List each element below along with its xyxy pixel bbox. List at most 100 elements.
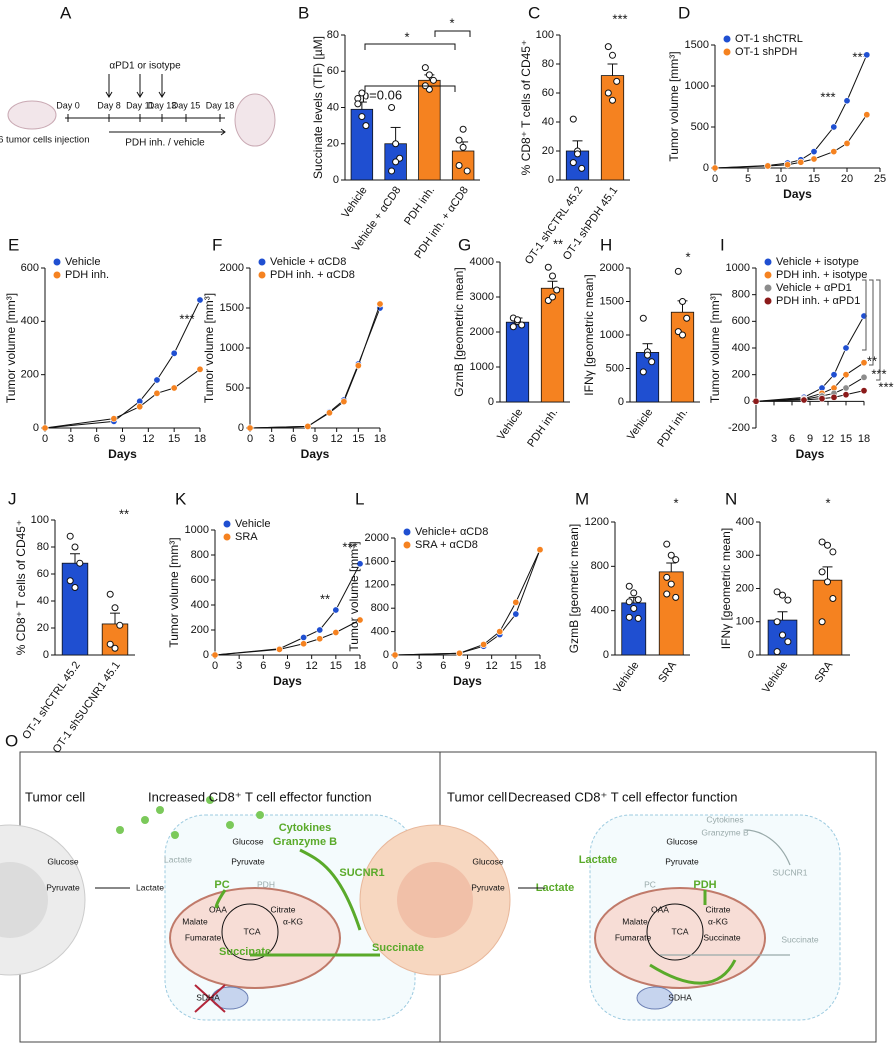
data-point <box>455 649 463 657</box>
data-point <box>170 349 178 357</box>
day-label: Day 8 <box>97 100 121 110</box>
y-tick-label: 40 <box>37 595 49 607</box>
model-label: TCA <box>244 926 261 936</box>
data-point <box>830 393 838 401</box>
mitochondrion <box>594 887 766 989</box>
y-tick-label: 600 <box>191 574 209 586</box>
legend-marker <box>258 258 266 266</box>
x-tick-label: 15 <box>840 433 852 445</box>
data-point <box>518 321 526 329</box>
model-label: SUCNR1 <box>773 867 808 877</box>
model-label: Glucose <box>472 856 503 866</box>
significance-bracket <box>434 30 471 37</box>
data-point <box>574 150 581 158</box>
x-tick-label: PDH inh. <box>402 185 437 228</box>
y-tick-label: 1000 <box>600 329 624 341</box>
model-label: OAA <box>209 904 227 914</box>
model-label: Succinate <box>372 942 424 954</box>
series-line <box>755 362 865 402</box>
model-label: Pyruvate <box>665 856 699 866</box>
panel-label: B <box>298 3 309 22</box>
annotation: *** <box>612 11 627 26</box>
data-point <box>625 598 633 606</box>
y-axis-label: IFNγ [geometric mean] <box>719 528 733 649</box>
arrow <box>105 74 113 98</box>
y-tick-label: 1500 <box>600 295 624 307</box>
data-point <box>153 389 161 397</box>
mouse <box>7 100 57 130</box>
data-point <box>625 582 633 590</box>
data-point <box>106 640 114 648</box>
model-label: α-KG <box>708 916 728 926</box>
y-tick-label: 60 <box>327 65 339 77</box>
day-label: Day 11 <box>126 100 154 110</box>
y-tick-label: 1200 <box>585 516 609 528</box>
cytokine-dot <box>206 796 214 804</box>
model-label: Granzyme B <box>701 827 749 837</box>
y-axis-label: Tumor volume [mm³] <box>4 293 18 403</box>
x-tick-label: 0 <box>392 660 398 672</box>
bar <box>451 150 475 181</box>
data-point <box>354 362 362 370</box>
y-axis-label: GzmB [geometric mean] <box>567 524 581 653</box>
legend-marker <box>764 258 772 266</box>
data-point <box>578 164 586 172</box>
annotation: ** <box>867 353 877 368</box>
legend-label: OT-1 shCTRL <box>735 33 803 45</box>
data-point <box>625 613 633 621</box>
data-point <box>136 403 144 411</box>
panel-label: F <box>212 235 222 254</box>
data-point <box>421 64 429 72</box>
model-label: Cytokines <box>279 822 332 834</box>
legend-label: Vehicle + isotype <box>776 256 859 268</box>
annotation: p=0.06 <box>362 87 402 102</box>
legend-marker <box>53 271 61 279</box>
y-tick-label: 20 <box>37 622 49 634</box>
data-point <box>354 100 362 108</box>
model-label: Fumarate <box>185 932 222 942</box>
y-tick-label: 200 <box>21 369 39 381</box>
day-label: Day 18 <box>206 100 235 110</box>
x-axis-label: Days <box>796 447 825 461</box>
x-tick-label: 3 <box>236 660 242 672</box>
day-label: Day 13 <box>148 100 177 110</box>
panel-label: D <box>678 3 690 22</box>
x-tick-label: 18 <box>534 660 546 672</box>
x-tick-label: SRA <box>656 659 679 685</box>
flux-arrow <box>299 848 362 931</box>
drug-label: PDH inh. / vehicle <box>125 138 205 149</box>
data-point <box>391 651 399 659</box>
data-point <box>711 164 719 172</box>
annotation: ** <box>119 506 129 521</box>
panel-label: G <box>458 235 471 254</box>
x-tick-label: 0 <box>247 433 253 445</box>
data-point <box>66 577 74 585</box>
data-point <box>674 267 682 275</box>
data-point <box>153 376 161 384</box>
data-point <box>455 162 463 169</box>
y-axis-label: Tumor volume [mm³] <box>167 537 181 647</box>
data-point <box>644 351 651 359</box>
model-label: SUCNR1 <box>339 867 384 879</box>
x-tick-label: 0 <box>42 433 48 445</box>
model-label: Malate <box>182 916 208 926</box>
y-tick-label: 4000 <box>470 256 494 268</box>
bar <box>61 562 89 656</box>
data-point <box>752 397 760 405</box>
data-point <box>71 543 79 551</box>
legend-marker <box>764 297 772 305</box>
y-tick-label: -200 <box>728 422 750 434</box>
series-line <box>249 303 381 429</box>
legend-marker <box>723 48 731 56</box>
y-tick-label: 400 <box>732 342 750 354</box>
data-point <box>830 123 838 131</box>
data-point <box>356 616 364 624</box>
y-tick-label: 800 <box>371 602 389 614</box>
y-tick-label: 2000 <box>365 532 389 544</box>
data-point <box>639 368 647 376</box>
y-tick-label: 100 <box>31 514 49 526</box>
data-point <box>429 76 437 84</box>
x-tick-label: 0 <box>212 660 218 672</box>
legend-marker <box>764 284 772 292</box>
x-tick-label: PDH inh. <box>655 407 690 450</box>
